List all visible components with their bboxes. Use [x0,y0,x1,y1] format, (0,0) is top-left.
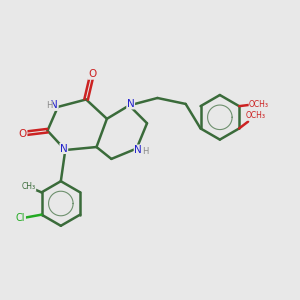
Text: O: O [88,69,96,79]
Text: O: O [19,129,27,139]
Text: N: N [127,99,135,109]
Text: N: N [50,100,58,110]
Text: H: H [46,101,52,110]
Text: Cl: Cl [16,213,26,223]
Text: N: N [134,145,142,155]
Text: CH₃: CH₃ [22,182,36,191]
Text: OCH₃: OCH₃ [245,111,266,120]
Text: H: H [142,147,149,156]
Text: OCH₃: OCH₃ [249,100,269,109]
Text: N: N [60,143,68,154]
